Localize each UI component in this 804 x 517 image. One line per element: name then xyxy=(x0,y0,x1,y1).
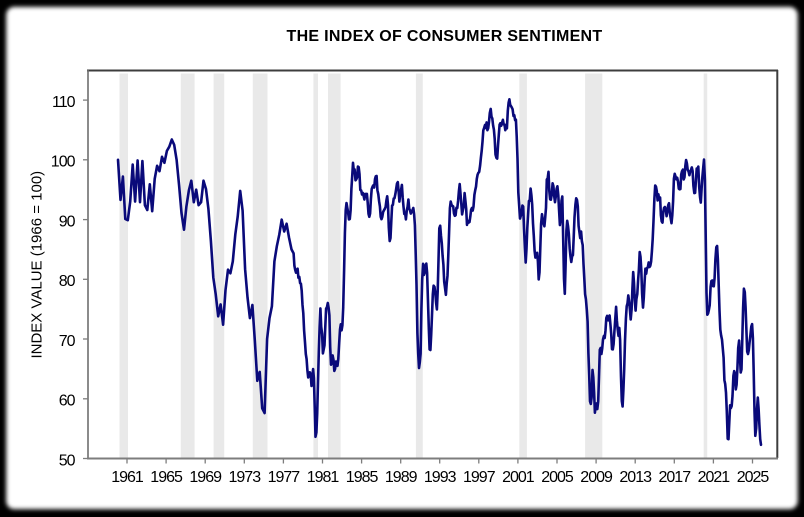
svg-text:2025: 2025 xyxy=(737,469,770,486)
svg-text:80: 80 xyxy=(59,273,76,290)
svg-text:1965: 1965 xyxy=(150,469,183,486)
svg-text:1977: 1977 xyxy=(268,469,301,486)
svg-text:2017: 2017 xyxy=(659,469,692,486)
svg-text:1981: 1981 xyxy=(307,469,340,486)
svg-text:1969: 1969 xyxy=(189,469,222,486)
svg-text:60: 60 xyxy=(59,393,76,410)
svg-text:1989: 1989 xyxy=(385,469,418,486)
svg-text:1993: 1993 xyxy=(424,469,457,486)
svg-text:100: 100 xyxy=(51,154,76,171)
svg-text:1997: 1997 xyxy=(463,469,496,486)
svg-text:2001: 2001 xyxy=(502,469,535,486)
svg-text:2009: 2009 xyxy=(580,469,613,486)
svg-text:1961: 1961 xyxy=(111,469,144,486)
svg-text:2005: 2005 xyxy=(541,469,574,486)
svg-text:INDEX VALUE (1966 = 100): INDEX VALUE (1966 = 100) xyxy=(29,171,46,359)
svg-text:1973: 1973 xyxy=(229,469,262,486)
svg-text:50: 50 xyxy=(59,452,76,469)
svg-text:1985: 1985 xyxy=(346,469,379,486)
svg-text:110: 110 xyxy=(52,94,76,111)
svg-text:90: 90 xyxy=(59,213,76,230)
svg-text:70: 70 xyxy=(59,333,76,350)
svg-text:THE INDEX OF CONSUMER SENTIMEN: THE INDEX OF CONSUMER SENTIMENT xyxy=(287,28,603,45)
svg-text:2021: 2021 xyxy=(698,469,731,486)
svg-text:2013: 2013 xyxy=(619,469,652,486)
